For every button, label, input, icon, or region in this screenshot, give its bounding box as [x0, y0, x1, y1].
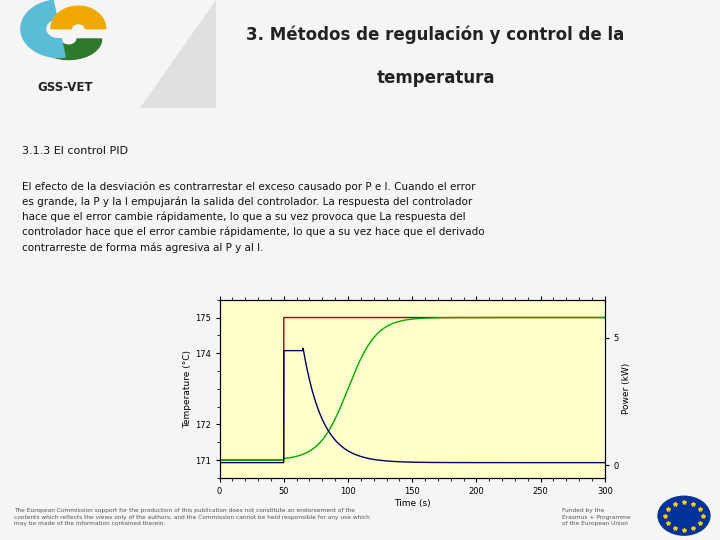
Text: Funded by the
Erasmus + Programme
of the European Union: Funded by the Erasmus + Programme of the…: [562, 509, 630, 526]
Polygon shape: [21, 1, 66, 57]
Y-axis label: Power (kW): Power (kW): [622, 363, 631, 414]
Polygon shape: [140, 0, 216, 108]
Text: GSS-VET: GSS-VET: [37, 82, 93, 94]
Polygon shape: [51, 6, 106, 29]
Polygon shape: [36, 39, 102, 59]
Text: 3.1.3 El control PID: 3.1.3 El control PID: [22, 146, 127, 156]
Text: El efecto de la desviación es contrarrestar el exceso causado por P e I. Cuando : El efecto de la desviación es contrarres…: [22, 181, 485, 253]
Y-axis label: Temperature (°C): Temperature (°C): [183, 350, 192, 428]
Text: 3. Métodos de regulación y control de la: 3. Métodos de regulación y control de la: [246, 25, 625, 44]
Text: The European Commission support for the production of this publication does not : The European Commission support for the …: [14, 509, 370, 526]
Circle shape: [658, 496, 710, 535]
X-axis label: Time (s): Time (s): [394, 499, 431, 508]
Text: temperatura: temperatura: [377, 69, 495, 87]
